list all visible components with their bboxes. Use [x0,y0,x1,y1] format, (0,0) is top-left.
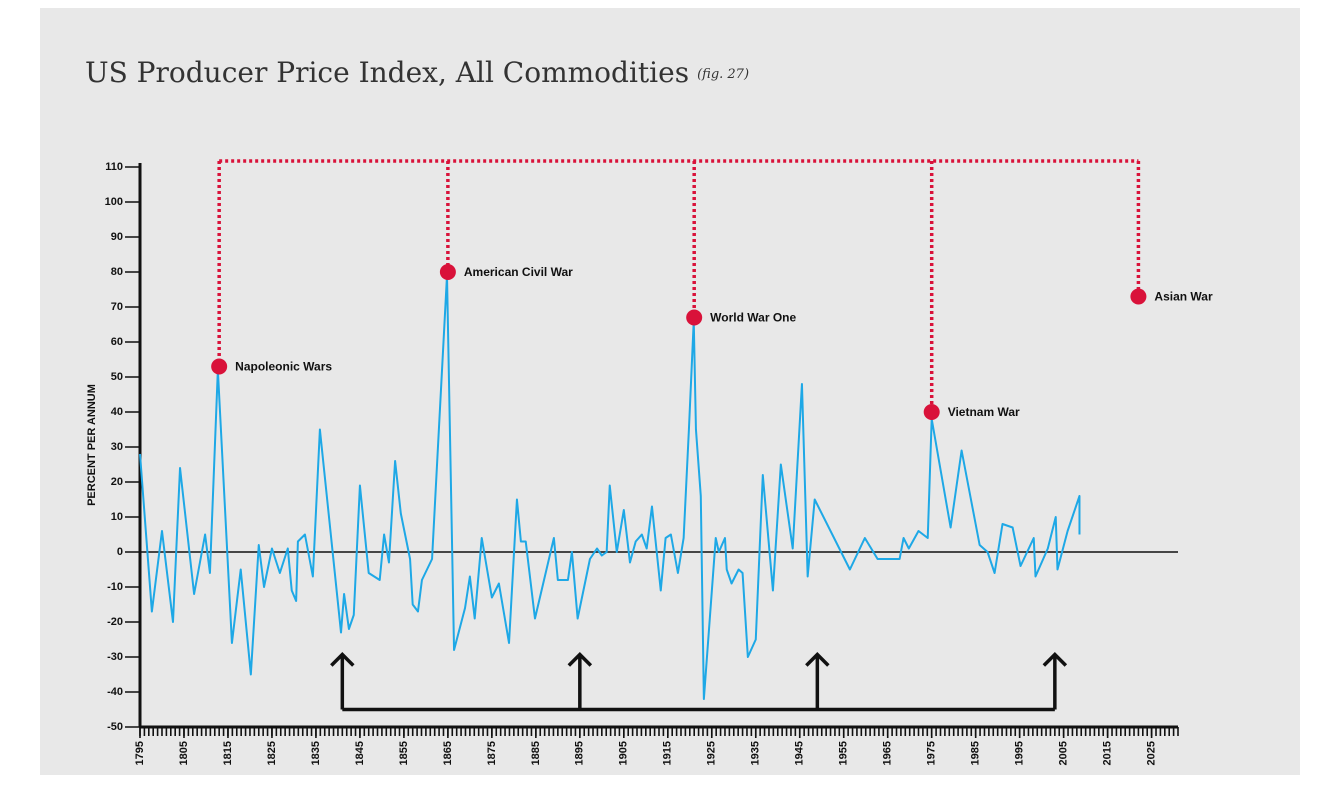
y-tick-label: -40 [107,686,123,698]
x-tick-label: 1925 [706,741,718,765]
x-tick-label: 1865 [442,741,454,765]
y-tick-label: 30 [111,441,123,453]
y-tick-label: 100 [105,196,123,208]
y-tick-label: 10 [111,511,123,523]
x-tick-label: 2015 [1102,741,1114,765]
y-tick-label: -20 [107,616,123,628]
annotation-dot [439,264,456,280]
x-tick-label: 1995 [1014,741,1026,765]
x-tick-label: 1955 [838,741,850,765]
chart-title: US Producer Price Index, All Commodities… [85,56,749,89]
annotation-label: American Civil War [464,265,573,279]
y-tick-label: 50 [111,371,123,383]
y-tick-label: -50 [107,721,123,733]
x-tick-label: 1975 [926,741,938,765]
annotation-dot [923,404,940,420]
y-tick-label: 70 [111,301,123,313]
annotation-dot [211,358,228,375]
y-tick-label: 110 [105,161,123,173]
x-tick-label: 1855 [398,741,410,765]
annotation-label: Asian War [1154,290,1213,304]
x-tick-label: 1845 [354,741,366,765]
x-tick-label: 1905 [618,741,630,765]
annotation-dot [1130,288,1147,305]
y-tick-label: 80 [111,266,123,278]
x-tick-label: 1805 [178,741,190,765]
y-tick-label: 60 [111,336,123,348]
y-tick-label: -10 [107,581,123,593]
y-tick-label: 0 [117,546,123,558]
annotation-label: Napoleonic Wars [235,360,332,374]
x-tick-label: 1985 [970,741,982,765]
x-tick-label: 1825 [266,741,278,765]
y-tick-label: 90 [111,231,123,243]
annotation-label: Vietnam War [948,405,1020,419]
x-tick-label: 1895 [574,741,586,765]
x-tick-label: 1935 [750,741,762,765]
cycle-arrow-head [1042,652,1068,667]
annotation-label: World War One [710,311,796,325]
x-tick-label: 1815 [222,741,234,765]
y-tick-label: 40 [111,406,123,418]
x-tick-label: 1875 [486,741,498,765]
x-tick-label: 1885 [530,741,542,765]
background-panel [40,8,1300,775]
data-line [139,274,1081,700]
annotation-dot [686,309,703,326]
x-tick-label: 1835 [310,741,322,765]
y-axis-label: PERCENT PER ANNUM [86,384,98,506]
x-tick-label: 2005 [1058,741,1070,765]
x-tick-label: 2025 [1146,741,1158,765]
y-tick-label: -30 [107,651,123,663]
cycle-arrow-head [330,652,355,667]
cycle-arrow-head [805,652,830,667]
x-tick-label: 1965 [882,741,894,765]
title-text: US Producer Price Index, All Commodities [85,56,689,89]
x-tick-label: 1795 [134,741,146,765]
y-tick-label: 20 [111,476,123,488]
subtitle: (fig. 27) [697,67,749,82]
x-tick-label: 1915 [662,741,674,765]
cycle-arrow-head [567,652,593,667]
x-tick-label: 1945 [794,741,806,765]
